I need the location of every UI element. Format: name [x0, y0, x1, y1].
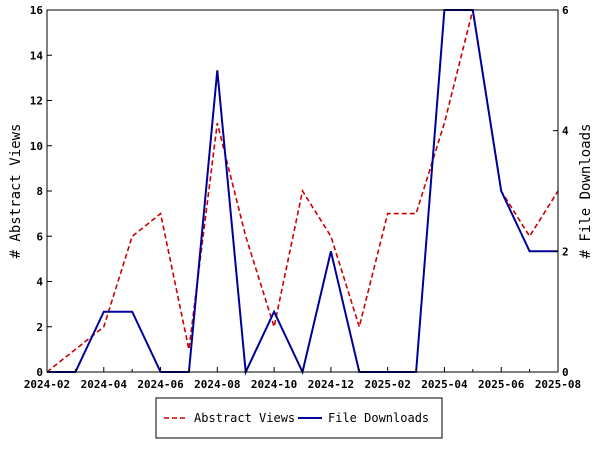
legend: Abstract Views File Downloads	[155, 397, 443, 439]
y-axis-title: # Abstract Views	[8, 124, 24, 259]
x-tick-label: 2025-08	[535, 378, 581, 391]
x-tick-label: 2025-02	[364, 378, 410, 391]
legend-label-abstract-views: Abstract Views	[194, 411, 295, 425]
y-tick-label: 6	[36, 230, 43, 243]
y2-axis-title: # File Downloads	[578, 124, 594, 259]
y-tick-label: 2	[36, 321, 43, 334]
x-tick-label: 2024-12	[308, 378, 354, 391]
x-tick-label: 2024-10	[251, 378, 297, 391]
y-tick-label: 12	[30, 95, 43, 108]
axes: 0 2 4 6 8 10 12 14 16 0 2 4 6 2024-02 2024-04 2024-06 20…	[24, 4, 581, 391]
x-tick-label: 2025-04	[421, 378, 468, 391]
x-tick-label: 2024-02	[24, 378, 70, 391]
y2-tick-label: 2	[562, 245, 569, 258]
x-tick-label: 2024-04	[81, 378, 128, 391]
y-tick-label: 8	[36, 185, 43, 198]
y-tick-label: 4	[36, 276, 43, 289]
y2-tick-label: 6	[562, 4, 569, 17]
x-tick-label: 2024-06	[137, 378, 184, 391]
y2-tick-label: 4	[562, 125, 569, 138]
y-tick-label: 10	[30, 140, 43, 153]
x-tick-label: 2025-06	[478, 378, 525, 391]
y-tick-label: 0	[36, 366, 43, 379]
y-tick-label: 16	[30, 4, 44, 17]
y2-tick-label: 0	[562, 366, 569, 379]
x-tick-label: 2024-08	[194, 378, 240, 391]
plot-area	[46, 9, 559, 376]
y-tick-label: 14	[30, 49, 44, 62]
legend-label-file-downloads: File Downloads	[328, 411, 429, 425]
